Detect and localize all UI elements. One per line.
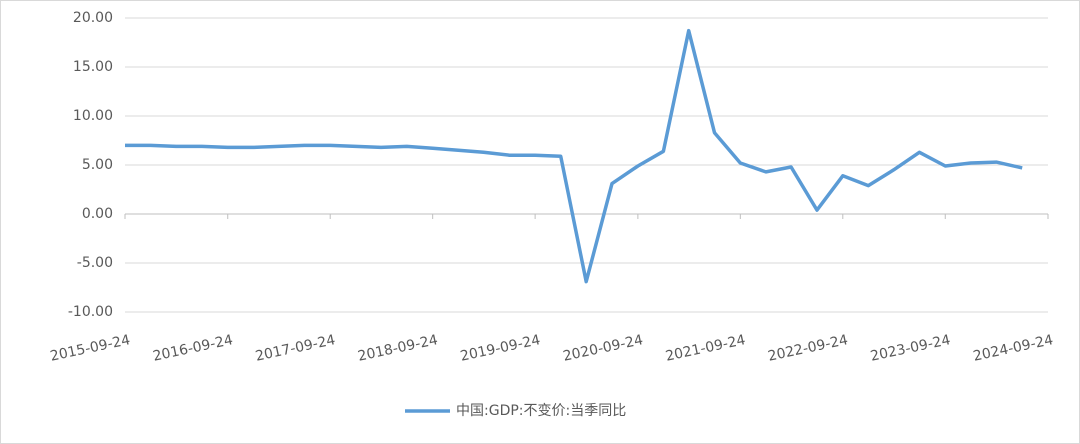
y-tick-label: 5.00 bbox=[82, 157, 113, 173]
y-tick-label: -10.00 bbox=[68, 304, 113, 320]
y-tick-label: 10.00 bbox=[73, 108, 113, 124]
y-tick-label: -5.00 bbox=[77, 255, 113, 271]
y-tick-label: 15.00 bbox=[73, 59, 113, 75]
y-tick-label: 20.00 bbox=[73, 10, 113, 26]
legend-label: 中国:GDP:不变价:当季同比 bbox=[456, 403, 626, 419]
data-line bbox=[125, 28, 1023, 284]
y-tick-label: 0.00 bbox=[82, 206, 113, 222]
